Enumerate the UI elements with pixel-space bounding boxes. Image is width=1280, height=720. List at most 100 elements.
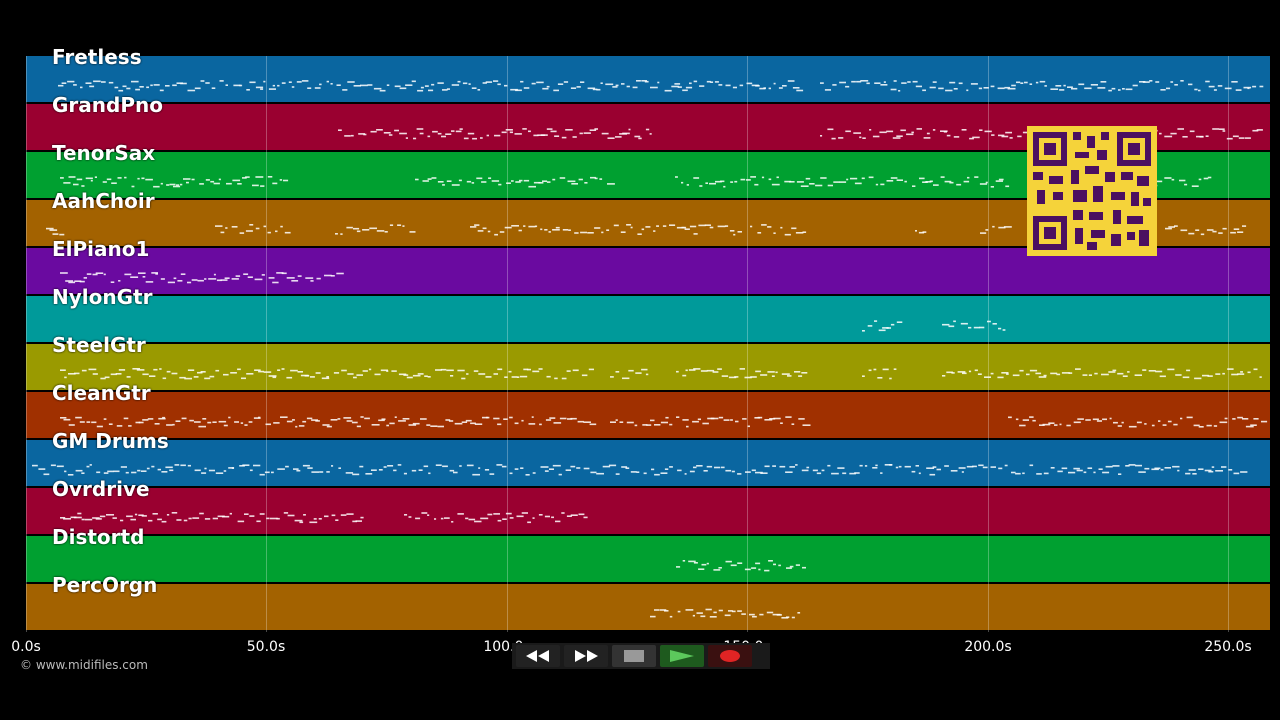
note-mark: [706, 80, 711, 83]
note-mark: [874, 82, 881, 84]
note-mark: [356, 230, 361, 233]
note-mark: [709, 616, 717, 618]
note-mark: [1087, 467, 1093, 469]
note-mark: [394, 129, 399, 132]
note-mark: [212, 517, 218, 520]
note-mark: [413, 137, 417, 140]
note-mark: [676, 416, 680, 418]
note-mark: [458, 179, 462, 182]
note-mark: [307, 87, 312, 89]
note-mark: [199, 183, 204, 185]
note-mark: [886, 327, 891, 329]
note-mark: [68, 373, 76, 375]
note-mark: [96, 471, 101, 474]
note-mark: [538, 182, 544, 184]
rewind-button[interactable]: [516, 645, 560, 667]
note-mark: [1076, 469, 1083, 472]
note-mark: [721, 375, 729, 377]
note-mark: [798, 418, 805, 420]
note-mark: [580, 81, 585, 83]
note-mark: [162, 416, 166, 419]
note-mark: [676, 566, 681, 568]
note-mark: [459, 465, 462, 467]
note-mark: [199, 512, 204, 515]
note-mark: [773, 563, 776, 566]
note-mark: [482, 227, 487, 230]
note-mark: [267, 176, 273, 178]
note-mark: [772, 465, 776, 467]
note-mark: [780, 226, 783, 229]
note-mark: [514, 468, 519, 470]
note-mark: [677, 469, 682, 472]
note-mark: [516, 376, 520, 378]
note-mark: [628, 128, 631, 131]
note-mark: [566, 370, 571, 372]
note-mark: [764, 419, 773, 421]
note-mark: [702, 422, 709, 425]
note-mark: [767, 226, 772, 228]
note-mark: [960, 322, 968, 325]
stop-button[interactable]: [612, 645, 656, 667]
note-mark: [946, 371, 953, 374]
note-mark: [454, 422, 463, 425]
note-mark: [463, 137, 469, 140]
note-mark: [1200, 233, 1205, 236]
note-mark: [226, 182, 232, 185]
note-mark: [1039, 424, 1045, 426]
note-mark: [688, 369, 696, 371]
note-mark: [978, 464, 984, 467]
note-mark: [324, 274, 332, 277]
note-mark: [247, 276, 253, 278]
note-mark: [437, 82, 444, 84]
play-button[interactable]: [660, 645, 704, 667]
note-mark: [757, 416, 763, 419]
note-mark: [211, 87, 216, 89]
note-mark: [583, 132, 591, 134]
note-mark: [827, 128, 834, 131]
note-mark: [557, 83, 564, 85]
note-mark: [152, 513, 158, 515]
note-mark: [806, 466, 810, 469]
note-mark: [145, 281, 154, 283]
note-mark: [326, 471, 330, 473]
note-mark: [1022, 472, 1025, 475]
time-tick-label: 50.0s: [246, 639, 286, 655]
record-button[interactable]: [708, 645, 752, 667]
note-mark: [1019, 369, 1024, 372]
note-mark: [1097, 87, 1106, 89]
note-mark: [301, 80, 309, 82]
note-mark: [684, 473, 687, 475]
note-mark: [685, 369, 688, 372]
note-mark: [427, 514, 430, 516]
note-mark: [402, 418, 410, 420]
note-mark: [1259, 85, 1264, 88]
note-mark: [1024, 81, 1028, 84]
note-mark: [252, 184, 259, 187]
note-mark: [773, 232, 776, 234]
note-mark: [853, 132, 861, 134]
note-mark: [520, 467, 524, 469]
track-lane: [26, 536, 1270, 582]
note-mark: [1253, 368, 1258, 371]
note-mark: [574, 232, 579, 234]
note-mark: [893, 80, 897, 82]
note-mark: [1237, 231, 1244, 233]
note-mark: [1194, 88, 1198, 91]
note-mark: [781, 617, 789, 619]
note-mark: [111, 182, 117, 184]
note-mark: [89, 464, 92, 466]
track-label: PercOrgn: [52, 573, 158, 597]
note-mark: [281, 82, 286, 84]
note-mark: [299, 521, 304, 524]
note-mark: [264, 471, 270, 474]
note-mark: [1170, 132, 1177, 135]
note-mark: [1144, 423, 1147, 425]
note-mark: [241, 377, 246, 380]
note-mark: [527, 521, 531, 524]
note-mark: [845, 130, 851, 133]
note-mark: [949, 181, 954, 184]
note-mark: [558, 473, 562, 476]
note-mark: [759, 87, 766, 90]
fast-forward-button[interactable]: [564, 645, 608, 667]
note-mark: [576, 86, 581, 88]
